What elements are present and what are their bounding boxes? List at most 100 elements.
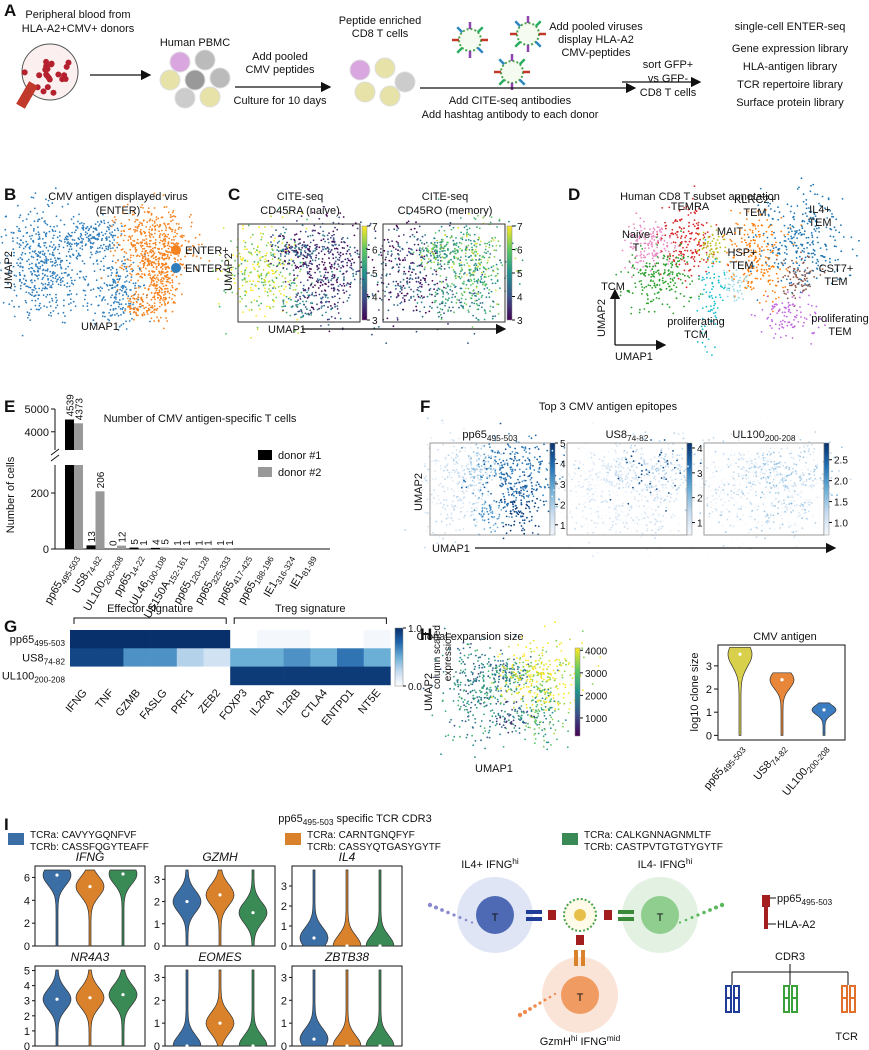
cell-point [222, 227, 225, 229]
cell-point [323, 268, 326, 271]
cluster-label: TEM [824, 276, 847, 288]
cell-point [628, 225, 630, 228]
cell-point [301, 261, 304, 264]
cell-point [425, 241, 428, 244]
cell-point [161, 291, 163, 294]
cell-point [120, 313, 122, 316]
cell-point [129, 313, 132, 315]
cell-point [397, 284, 399, 287]
cell-point [795, 257, 798, 259]
cell-point [306, 256, 308, 259]
cell-point [426, 255, 428, 257]
cell-point [334, 305, 336, 308]
cell-point [294, 329, 297, 332]
cell-point [679, 278, 682, 281]
cell-point [44, 220, 46, 222]
cell-point [116, 271, 118, 274]
cell-point [70, 302, 72, 304]
cell-point [103, 249, 106, 252]
cell-point [68, 285, 71, 288]
cell-point [343, 292, 346, 294]
cell-point [77, 242, 80, 245]
cell-point [670, 242, 673, 245]
cell-point [433, 269, 436, 271]
cell-point [162, 263, 165, 265]
cell-point [822, 255, 824, 258]
cell-point [473, 233, 476, 236]
cell-point [415, 330, 418, 333]
cell-point [257, 262, 260, 265]
cell-point [771, 320, 774, 323]
cell-point [296, 253, 299, 255]
cell-point [339, 317, 342, 320]
cell-point [429, 252, 432, 255]
cell-point [117, 301, 120, 304]
cell-point [680, 235, 683, 238]
cell-point [0, 269, 2, 272]
cell-point [21, 334, 24, 337]
cell-point [353, 234, 356, 237]
cell-point [75, 244, 78, 247]
cell-point [805, 288, 807, 291]
cell-point [57, 258, 60, 260]
cell-point [804, 275, 806, 278]
cell-point [70, 218, 73, 221]
cell-point [35, 308, 38, 311]
cell-point [152, 257, 155, 259]
cell-point [654, 221, 657, 223]
cell-point [331, 265, 333, 268]
cell-point [811, 236, 814, 239]
cell-point [67, 242, 70, 244]
cell-point [464, 249, 467, 251]
cell-point [319, 271, 321, 273]
cell-point [487, 250, 489, 253]
cell-point [148, 304, 151, 306]
cell-point [789, 265, 791, 268]
cell-point [116, 278, 119, 281]
cell-point [190, 225, 193, 228]
cell-point [343, 240, 345, 243]
cell-point [36, 212, 39, 215]
cell-point [770, 308, 773, 311]
cell-point [683, 227, 685, 230]
cell-point [800, 311, 802, 314]
cell-point [815, 305, 818, 308]
cell-point [444, 298, 447, 301]
cell-point [402, 308, 404, 311]
cell-point [339, 254, 342, 257]
cell-point [221, 260, 223, 262]
cell-point [410, 288, 412, 291]
cell-point [689, 249, 692, 252]
cell-point [484, 273, 486, 276]
cell-point [158, 225, 160, 228]
cell-point [272, 264, 275, 267]
cell-point [714, 296, 717, 299]
cell-point [484, 242, 486, 245]
cell-point [126, 203, 129, 206]
cell-point [787, 310, 790, 313]
cell-point [657, 291, 660, 294]
cell-point [497, 313, 500, 315]
cell-point [683, 274, 686, 277]
cell-point [264, 283, 267, 286]
cell-point [321, 296, 324, 299]
cell-point [291, 264, 293, 267]
cell-point [402, 273, 405, 275]
cell-point [700, 258, 703, 260]
cell-point [68, 248, 71, 251]
cell-point [769, 324, 772, 327]
cell-point [34, 250, 36, 252]
cell-point [45, 296, 48, 298]
cell-point [92, 242, 94, 245]
cell-point [136, 238, 139, 241]
cell-point [481, 271, 483, 274]
cell-point [269, 251, 272, 254]
cell-point [705, 254, 708, 256]
cell-point [157, 217, 160, 220]
cell-point [105, 239, 108, 242]
cell-point [412, 290, 415, 293]
cell-point [272, 249, 274, 252]
cell-point [267, 265, 269, 267]
cell-point [140, 206, 142, 209]
cell-point [129, 302, 132, 305]
